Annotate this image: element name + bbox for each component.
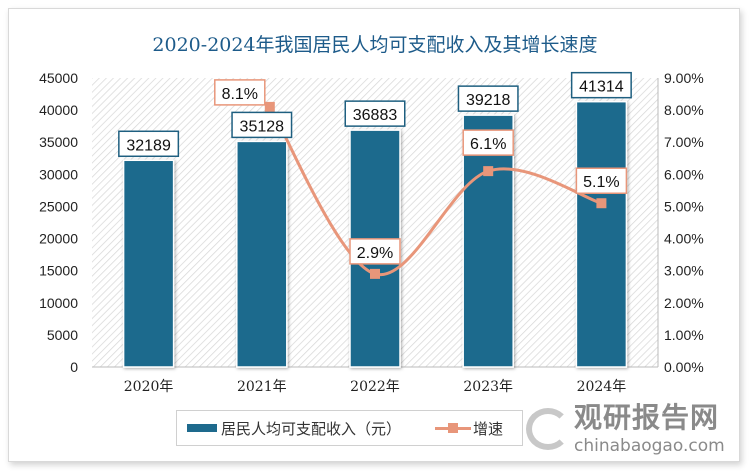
- bar-data-label-box: [118, 130, 180, 158]
- right-tick-label: 4.00%: [664, 231, 704, 247]
- legend-label: 增速: [473, 419, 504, 438]
- left-tick-label: 0: [70, 359, 78, 375]
- legend: 居民人均可支配收入（元） 增速: [176, 410, 523, 446]
- bar-data-label-box: [231, 111, 293, 139]
- line-swatch: [435, 422, 472, 433]
- bar-data-label: 35128: [240, 118, 285, 135]
- growth-data-label-box: [349, 238, 401, 265]
- left-tick-label: 35000: [39, 134, 78, 150]
- left-tick-label: 25000: [39, 198, 78, 214]
- x-tick-label: 2022年: [350, 379, 400, 395]
- bar: [236, 140, 288, 368]
- bar-data-label-box: [570, 71, 632, 99]
- watermark-logo-icon: [526, 408, 570, 450]
- watermark: 观研报告网 chinabaogao.com: [522, 402, 738, 458]
- watermark-cn: 观研报告网: [574, 401, 720, 434]
- right-tick-label: 9.00%: [664, 70, 704, 86]
- bar: [575, 100, 628, 368]
- right-tick-label: 7.00%: [664, 134, 704, 150]
- growth-marker: [370, 268, 380, 279]
- bar-data-label-box: [344, 100, 406, 127]
- bar-data-label: 39218: [466, 92, 511, 109]
- growth-data-label-box: [214, 79, 266, 106]
- left-tick-label: 40000: [39, 102, 78, 118]
- left-tick-label: 30000: [39, 166, 78, 182]
- bar-swatch: [187, 424, 217, 432]
- legend-item-income: 居民人均可支配收入（元）: [187, 418, 401, 439]
- growth-data-label-box: [462, 129, 514, 156]
- bar: [462, 114, 514, 368]
- growth-data-label: 5.1%: [583, 174, 619, 191]
- right-tick-label: 2.00%: [664, 295, 704, 311]
- right-tick-label: 6.00%: [664, 166, 704, 182]
- bar-data-label: 36883: [353, 107, 398, 124]
- growth-data-label: 8.1%: [222, 86, 258, 103]
- legend-label: 居民人均可支配收入（元）: [221, 419, 402, 438]
- right-tick-label: 5.00%: [664, 198, 704, 214]
- right-tick-label: 8.00%: [664, 102, 704, 118]
- right-tick-label: 3.00%: [664, 263, 704, 279]
- left-tick-label: 20000: [39, 231, 78, 247]
- bar: [122, 159, 175, 368]
- left-tick-label: 15000: [39, 263, 78, 279]
- x-tick-label: 2023年: [463, 379, 513, 395]
- growth-data-label: 2.9%: [357, 245, 393, 262]
- growth-line: [268, 106, 602, 277]
- growth-data-label: 6.1%: [470, 136, 506, 153]
- legend-item-growth: 增速: [435, 418, 503, 439]
- x-tick-label: 2024年: [577, 379, 627, 395]
- x-tick-label: 2021年: [237, 379, 287, 395]
- right-tick-label: 0.00%: [664, 359, 704, 375]
- bar-data-label: 41314: [579, 79, 624, 96]
- growth-marker: [264, 101, 275, 112]
- x-tick-label: 2020年: [124, 379, 174, 395]
- left-tick-label: 10000: [39, 295, 78, 311]
- bar-data-label: 32189: [126, 137, 171, 154]
- chart-title: 2020-2024年我国居民人均可支配收入及其增长速度: [152, 34, 598, 56]
- growth-marker: [596, 198, 607, 209]
- left-tick-label: 45000: [39, 70, 78, 86]
- bar-data-label-box: [457, 85, 519, 112]
- watermark-en: chinabaogao.com: [574, 436, 725, 456]
- right-tick-label: 1.00%: [664, 327, 704, 343]
- left-tick-label: 5000: [47, 327, 78, 343]
- growth-marker: [483, 166, 494, 177]
- growth-data-label-box: [575, 167, 628, 194]
